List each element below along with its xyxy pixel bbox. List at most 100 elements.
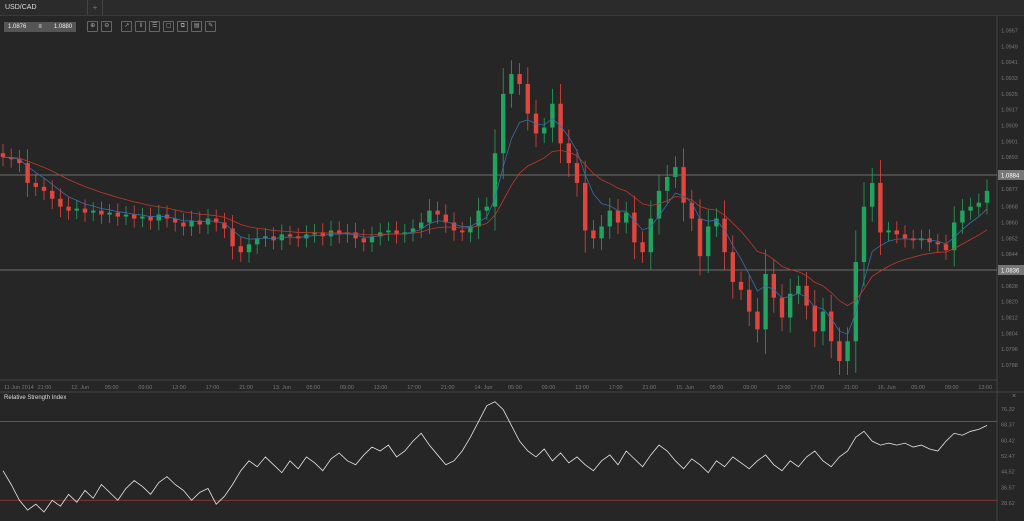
candle-body [33,182,38,187]
candle-body [91,210,96,213]
report-icon[interactable]: ▤ [191,21,203,32]
candle-body [451,222,457,231]
clone-icon[interactable]: ⧉ [177,21,189,32]
candle-body [0,153,6,158]
indicators-icon[interactable]: ☰ [149,21,161,32]
x-tick-label: 21:00 [441,385,455,391]
candle-body [615,210,621,223]
x-tick-label: 17:00 [206,385,220,391]
candle-body [935,242,940,245]
candle-body [820,311,826,332]
zoom-in-icon[interactable]: ⊕ [87,21,99,32]
candle-body [673,167,678,177]
candle-body [41,186,47,191]
candle-body [812,305,817,332]
candle-body [369,236,375,243]
candle-body [476,210,481,227]
candle-body [419,222,424,229]
y-tick-label: 1.0949 [1001,44,1018,50]
candle-body [829,311,834,342]
x-tick-label: 13:00 [172,385,186,391]
bid-price: 1.0876 [8,23,27,30]
candle-body [50,190,55,199]
chart-type-icon[interactable]: ↗ [121,21,133,32]
zoom-out-icon[interactable]: ⊖ [101,21,113,32]
rsi-tick-label: 44.52 [1001,470,1015,476]
x-tick-label: 13. Jun [273,385,291,391]
candle-body [591,230,596,239]
candle-body [706,226,711,257]
candle-body [156,214,161,221]
rsi-tick-label: 76.32 [1001,407,1015,413]
candle-body [960,210,965,223]
candle-body [943,244,949,251]
candle-body [607,210,612,227]
candle-body [460,230,465,233]
candle-body [796,285,801,294]
y-tick-label: 1.0957 [1001,29,1018,35]
close-icon[interactable]: × [1012,393,1017,400]
candle-body [328,230,334,237]
tab-usdcad[interactable]: USD/CAD [0,0,88,15]
rsi-tick-label: 68.37 [1001,423,1015,429]
candle-body [312,232,317,235]
candle-body [132,214,137,219]
draw-icon[interactable]: ✎ [205,21,217,32]
candle-body [246,244,252,253]
candle-body [730,252,735,282]
candle-body [722,218,727,253]
candle-body [837,341,842,362]
rsi-tick-label: 52.47 [1001,454,1015,460]
x-tick-label: 17:00 [810,385,824,391]
candles-icon[interactable]: ‖ [135,21,147,32]
add-tab-button[interactable]: + [88,0,103,15]
candle-body [337,230,342,235]
candle-body [107,212,112,215]
candle-body [640,242,645,253]
x-tick-label: 14. Jun [474,385,492,391]
candle-body [738,281,744,290]
candle-body [287,234,293,237]
x-tick-label: 09:00 [542,385,556,391]
candle-body [689,202,694,219]
candle-body [320,232,325,237]
rsi-line [2,401,988,513]
y-tick-label: 1.0941 [1001,60,1018,66]
candle-body [501,93,506,154]
candle-body [952,222,957,251]
candle-body [632,212,637,243]
x-tick-label: 21:00 [38,385,52,391]
x-tick-label: 09:00 [340,385,354,391]
candle-body [263,236,268,239]
candle-body [58,198,63,207]
candle-body [17,159,22,164]
y-tick-label: 1.0820 [1001,300,1018,306]
candle-body [574,163,580,183]
y-tick-label: 1.0933 [1001,76,1018,82]
rsi-tick-label: 28.62 [1001,501,1015,507]
y-tick-label: 1.0901 [1001,139,1018,145]
y-tick-label: 1.0860 [1001,221,1018,227]
objects-icon[interactable]: ▢ [163,21,175,32]
x-tick-label: 21:00 [844,385,858,391]
candle-body [697,218,703,257]
x-tick-label: 09:00 [138,385,152,391]
candle-body [238,246,243,253]
price-level-label: 1.0884 [1001,174,1020,180]
price-level-tag [998,170,1024,180]
y-tick-label: 1.0796 [1001,347,1018,353]
candle-body [779,297,785,318]
candle-body [492,153,498,207]
price-level-tag [998,265,1024,276]
candle-body [525,83,530,114]
x-tick-label: 21:00 [642,385,656,391]
candle-body [747,289,752,312]
y-tick-label: 1.0925 [1001,92,1018,98]
x-tick-label: 21:00 [239,385,253,391]
ma-fast-line [2,118,988,335]
y-tick-label: 1.0893 [1001,155,1018,161]
candle-body [443,214,448,223]
candle-body [66,206,71,211]
candle-body [140,216,145,219]
x-tick-label: 11 Jun 2014 [4,385,34,391]
